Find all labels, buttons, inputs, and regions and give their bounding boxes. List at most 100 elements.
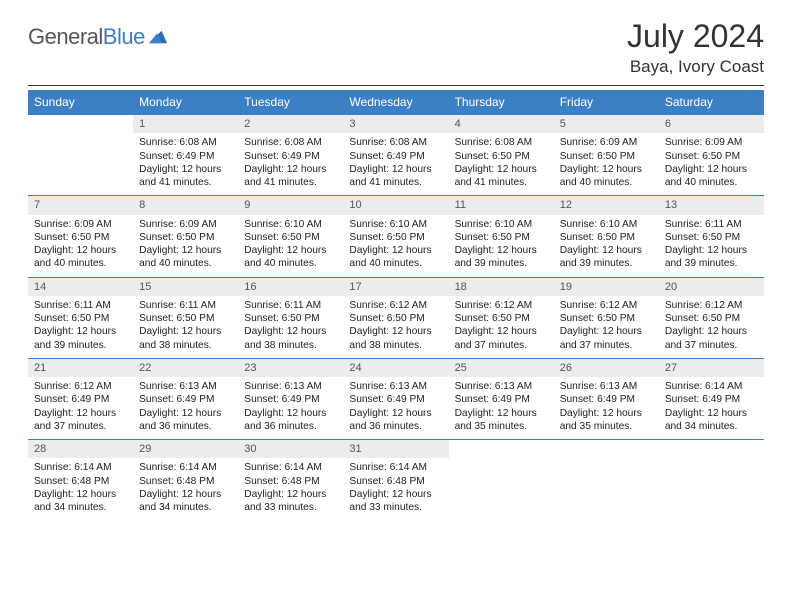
day-number: 7 [28,196,133,214]
calendar-cell: 12Sunrise: 6:10 AMSunset: 6:50 PMDayligh… [554,196,659,277]
sunrise-line: Sunrise: 6:08 AM [139,136,232,149]
calendar-cell: 25Sunrise: 6:13 AMSunset: 6:49 PMDayligh… [449,358,554,439]
day-content: Sunrise: 6:12 AMSunset: 6:50 PMDaylight:… [449,296,554,358]
daylight-line: Daylight: 12 hours and 38 minutes. [244,325,337,352]
day-number: 19 [554,278,659,296]
sunset-line: Sunset: 6:49 PM [244,393,337,406]
daylight-line: Daylight: 12 hours and 36 minutes. [139,407,232,434]
day-number: 13 [659,196,764,214]
sunrise-line: Sunrise: 6:12 AM [34,380,127,393]
day-number: 30 [238,440,343,458]
calendar-cell: 15 Sunrise: 6:11 AMSunset: 6:50 PMDayligh… [133,277,238,358]
day-number: 20 [659,278,764,296]
calendar-cell: 2Sunrise: 6:08 AMSunset: 6:49 PMDaylight… [238,115,343,196]
sunset-line: Sunset: 6:50 PM [34,312,127,325]
daylight-line: Daylight: 12 hours and 40 minutes. [349,244,442,271]
weekday-heading: Thursday [449,90,554,115]
daylight-line: Daylight: 12 hours and 41 minutes. [455,163,548,190]
sunset-line: Sunset: 6:50 PM [349,231,442,244]
daylight-line: Daylight: 12 hours and 35 minutes. [455,407,548,434]
sunrise-line: Sunrise: 6:11 AM [139,299,232,312]
day-number: 29 [133,440,238,458]
daylight-line: Daylight: 12 hours and 35 minutes. [560,407,653,434]
day-number: 9 [238,196,343,214]
day-content: Sunrise: 6:09 AMSunset: 6:50 PMDaylight:… [554,133,659,195]
day-content: Sunrise: 6:08 AMSunset: 6:50 PMDaylight:… [449,133,554,195]
sunrise-line: Sunrise: 6:12 AM [349,299,442,312]
sunrise-line: Sunrise: 6:09 AM [34,218,127,231]
weekday-heading: Friday [554,90,659,115]
daylight-line: Daylight: 12 hours and 38 minutes. [139,325,232,352]
calendar-cell: 14Sunrise: 6:11 AMSunset: 6:50 PMDayligh… [28,277,133,358]
sunrise-line: Sunrise: 6:10 AM [455,218,548,231]
sunrise-line: Sunrise: 6:12 AM [560,299,653,312]
day-content: Sunrise: 6:10 AMSunset: 6:50 PMDaylight:… [238,215,343,277]
daylight-line: Daylight: 12 hours and 34 minutes. [139,488,232,515]
day-content: Sunrise: 6:08 AMSunset: 6:49 PMDaylight:… [343,133,448,195]
day-number: 25 [449,359,554,377]
calendar-cell: 4Sunrise: 6:08 AMSunset: 6:50 PMDaylight… [449,115,554,196]
day-number: 1 [133,115,238,133]
sunset-line: Sunset: 6:50 PM [349,312,442,325]
sunset-line: Sunset: 6:50 PM [455,231,548,244]
day-number: 15 [133,278,238,296]
logo-part1: General [28,24,103,49]
page: GeneralBlue July 2024 Baya, Ivory Coast … [0,0,792,538]
sunset-line: Sunset: 6:50 PM [455,150,548,163]
calendar-cell: 9Sunrise: 6:10 AMSunset: 6:50 PMDaylight… [238,196,343,277]
sunset-line: Sunset: 6:50 PM [34,231,127,244]
sunrise-line: Sunrise: 6:13 AM [139,380,232,393]
sunrise-line: Sunrise: 6:14 AM [244,461,337,474]
daylight-line: Daylight: 12 hours and 41 minutes. [349,163,442,190]
day-number: 12 [554,196,659,214]
sunrise-line: Sunrise: 6:13 AM [455,380,548,393]
header: GeneralBlue July 2024 Baya, Ivory Coast [28,18,764,77]
location: Baya, Ivory Coast [627,57,764,77]
weekday-heading: Monday [133,90,238,115]
sunrise-line: Sunrise: 6:13 AM [244,380,337,393]
sunrise-line: Sunrise: 6:09 AM [665,136,758,149]
sunset-line: Sunset: 6:50 PM [139,312,232,325]
day-number: 21 [28,359,133,377]
calendar-cell [659,440,764,521]
day-number: 8 [133,196,238,214]
sunset-line: Sunset: 6:49 PM [139,150,232,163]
day-number: 26 [554,359,659,377]
sunset-line: Sunset: 6:50 PM [560,231,653,244]
daylight-line: Daylight: 12 hours and 40 minutes. [244,244,337,271]
sunrise-line: Sunrise: 6:12 AM [665,299,758,312]
sunset-line: Sunset: 6:48 PM [244,475,337,488]
sunrise-line: Sunrise: 6:14 AM [665,380,758,393]
day-number: 22 [133,359,238,377]
calendar-cell: 31Sunrise: 6:14 AMSunset: 6:48 PMDayligh… [343,440,448,521]
day-content: Sunrise: 6:09 AMSunset: 6:50 PMDaylight:… [133,215,238,277]
day-number: 31 [343,440,448,458]
calendar-cell: 24Sunrise: 6:13 AMSunset: 6:49 PMDayligh… [343,358,448,439]
sunset-line: Sunset: 6:50 PM [560,312,653,325]
day-number: 6 [659,115,764,133]
logo: GeneralBlue [28,24,167,50]
calendar-head: Sunday Monday Tuesday Wednesday Thursday… [28,90,764,115]
day-number: 27 [659,359,764,377]
calendar-cell: 8Sunrise: 6:09 AMSunset: 6:50 PMDaylight… [133,196,238,277]
day-content: Sunrise: 6:13 AMSunset: 6:49 PMDaylight:… [133,377,238,439]
day-content: Sunrise: 6:09 AMSunset: 6:50 PMDaylight:… [28,215,133,277]
day-number: 4 [449,115,554,133]
sunset-line: Sunset: 6:50 PM [139,231,232,244]
day-content: Sunrise: 6:10 AMSunset: 6:50 PMDaylight:… [343,215,448,277]
sunrise-line: Sunrise: 6:14 AM [139,461,232,474]
day-number: 3 [343,115,448,133]
weekday-heading: Tuesday [238,90,343,115]
calendar-cell: 11Sunrise: 6:10 AMSunset: 6:50 PMDayligh… [449,196,554,277]
daylight-line: Daylight: 12 hours and 41 minutes. [244,163,337,190]
logo-part2: Blue [103,24,145,49]
sunrise-line: Sunrise: 6:14 AM [34,461,127,474]
daylight-line: Daylight: 12 hours and 40 minutes. [560,163,653,190]
sunrise-line: Sunrise: 6:09 AM [560,136,653,149]
sunset-line: Sunset: 6:48 PM [139,475,232,488]
day-number: 18 [449,278,554,296]
day-number: 14 [28,278,133,296]
daylight-line: Daylight: 12 hours and 40 minutes. [139,244,232,271]
sunset-line: Sunset: 6:49 PM [665,393,758,406]
day-number: 17 [343,278,448,296]
